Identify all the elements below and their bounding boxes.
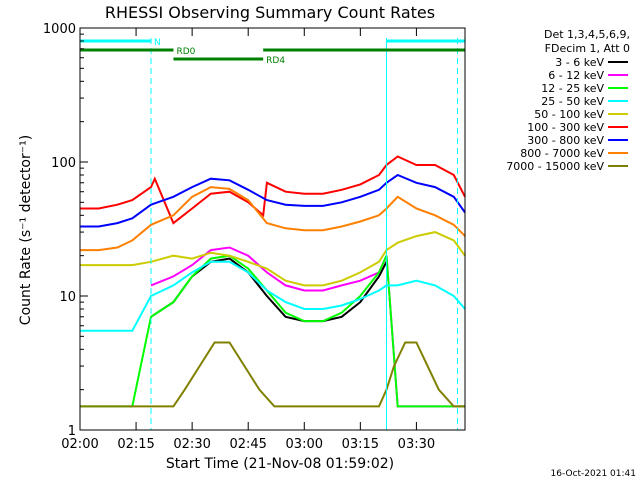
y-tick-label-1: 10 — [59, 290, 76, 305]
state-label-1: RD0 — [176, 47, 195, 57]
chart-title: RHESSI Observing Summary Count Rates — [105, 3, 435, 22]
y-tick-label-0: 1 — [68, 424, 76, 439]
legend-title-1: FDecim 1, Att 0 — [545, 42, 630, 55]
x-tick-label-0: 02:00 — [61, 437, 98, 452]
x-tick-label-3: 02:45 — [229, 437, 266, 452]
x-tick-label-5: 03:15 — [342, 437, 379, 452]
state-label-2: RD4 — [266, 56, 285, 66]
y-axis-label: Count Rate (s⁻¹ detector⁻¹) — [18, 135, 34, 325]
legend-label-3: 25 - 50 keV — [541, 95, 604, 108]
plot-frame — [79, 27, 466, 431]
x-axis-label: Start Time (21-Nov-08 01:59:02) — [166, 456, 394, 472]
legend-label-6: 300 - 800 keV — [527, 134, 604, 147]
y-tick-label-2: 100 — [51, 156, 76, 171]
legend-label-2: 12 - 25 keV — [541, 82, 604, 95]
legend-label-7: 800 - 7000 keV — [520, 147, 604, 160]
footer-timestamp: 16-Oct-2021 01:41 — [551, 469, 636, 479]
x-tick-label-4: 03:00 — [286, 437, 323, 452]
series-line-3 — [80, 260, 466, 332]
y-tick-label-3: 1000 — [43, 22, 76, 37]
legend: Det 1,3,4,5,6,9,FDecim 1, Att 03 - 6 keV… — [506, 28, 630, 173]
series-line-8 — [80, 341, 465, 408]
axes: 02:00 02:15 02:30 02:45 03:00 03:15 03:30 1 10 10… — [43, 22, 466, 452]
series-line-4 — [80, 231, 466, 287]
x-tick-label-1: 02:15 — [117, 437, 154, 452]
x-tick-label-6: 03:30 — [398, 437, 435, 452]
x-tick-label-2: 02:30 — [173, 437, 210, 452]
legend-title-0: Det 1,3,4,5,6,9, — [544, 28, 630, 41]
legend-label-0: 3 - 6 keV — [555, 56, 604, 69]
series-layer — [80, 155, 466, 408]
series-line-5 — [80, 155, 466, 225]
series-line-2 — [80, 254, 465, 408]
state-label-0: N — [154, 38, 161, 48]
legend-label-4: 50 - 100 keV — [534, 108, 604, 121]
legend-label-1: 6 - 12 keV — [548, 69, 604, 82]
legend-label-5: 100 - 300 keV — [527, 121, 604, 134]
observing-state-bars: N RD0 RD4 — [80, 38, 465, 430]
series-line-6 — [80, 173, 466, 228]
legend-label-8: 7000 - 15000 keV — [506, 160, 604, 173]
series-line-7 — [80, 186, 466, 252]
